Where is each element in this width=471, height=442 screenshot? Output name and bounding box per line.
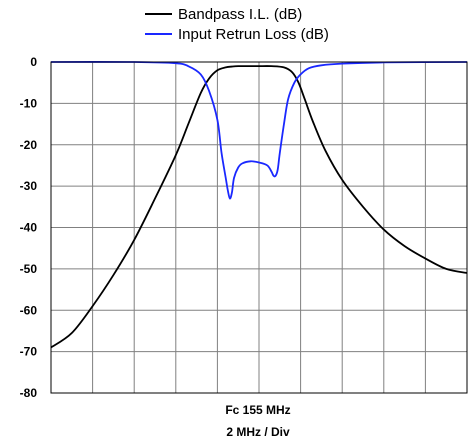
series-line-return-loss <box>50 61 468 200</box>
y-tick-label: 0 <box>30 55 37 69</box>
series-layer <box>50 61 468 349</box>
x-axis-label-scale: 2 MHz / Div <box>226 425 290 439</box>
legend-label-return-loss: Input Retrun Loss (dB) <box>178 26 329 43</box>
grid <box>51 62 467 393</box>
y-tick-label: -40 <box>20 221 38 235</box>
y-tick-label: -10 <box>20 96 38 110</box>
y-tick-label: -80 <box>20 386 38 400</box>
y-tick-label: -70 <box>20 345 38 359</box>
y-tick-label: -60 <box>20 303 38 317</box>
y-axis-tick-labels: 0 -10 -20 -30 -40 -50 -60 -70 -80 <box>20 55 38 400</box>
series-line-bandpass <box>50 65 468 349</box>
legend: Bandpass I.L. (dB) Input Retrun Loss (dB… <box>145 6 329 43</box>
y-tick-label: -50 <box>20 262 38 276</box>
y-tick-label: -30 <box>20 179 38 193</box>
legend-label-bandpass: Bandpass I.L. (dB) <box>178 6 302 23</box>
plot-frame <box>50 61 468 394</box>
y-tick-label: -20 <box>20 138 38 152</box>
x-axis-label-center-frequency: Fc 155 MHz <box>225 403 290 417</box>
